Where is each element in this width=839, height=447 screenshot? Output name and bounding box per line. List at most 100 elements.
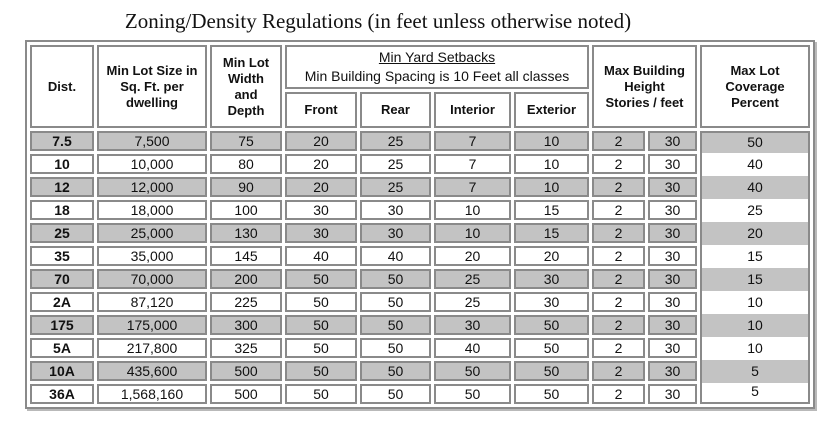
cell-exterior: 10 <box>514 131 589 151</box>
cell-interior: 10 <box>434 223 511 243</box>
cell-feet: 30 <box>648 246 697 266</box>
coverage-band: 5 <box>702 383 808 402</box>
coverage-band: 10 <box>702 314 808 337</box>
cell-exterior: 10 <box>514 177 589 197</box>
cell-feet: 30 <box>648 338 697 358</box>
cell-front: 50 <box>285 361 357 381</box>
cell-lot-size: 217,800 <box>97 338 207 358</box>
cell-exterior: 15 <box>514 200 589 220</box>
cell-dist: 10A <box>30 361 94 381</box>
cell-width-depth: 500 <box>210 361 282 381</box>
cell-stories: 2 <box>592 338 645 358</box>
cell-exterior: 30 <box>514 292 589 312</box>
cell-stories: 2 <box>592 384 645 404</box>
cell-stories: 2 <box>592 246 645 266</box>
cell-interior: 50 <box>434 384 511 404</box>
cell-front: 50 <box>285 315 357 335</box>
table-row: 2A 87,120 225 50 50 25 30 2 30 <box>30 292 810 312</box>
cell-width-depth: 90 <box>210 177 282 197</box>
coverage-column: 50 40 40 25 20 15 15 10 10 10 5 5 <box>700 131 810 404</box>
cell-front: 50 <box>285 384 357 404</box>
cell-feet: 30 <box>648 200 697 220</box>
setbacks-title: Min Yard Setbacks <box>378 49 496 65</box>
cell-width-depth: 100 <box>210 200 282 220</box>
cell-feet: 30 <box>648 223 697 243</box>
cell-dist: 36A <box>30 384 94 404</box>
cell-rear: 25 <box>360 177 431 197</box>
cell-feet: 30 <box>648 292 697 312</box>
header-min-lot-width-depth: Min Lot Width and Depth <box>210 45 282 128</box>
header-max-lot-coverage: Max Lot Coverage Percent <box>700 45 810 128</box>
cell-width-depth: 145 <box>210 246 282 266</box>
header-exterior: Exterior <box>514 92 589 128</box>
cell-interior: 50 <box>434 361 511 381</box>
header-dist-label: Dist. <box>47 78 77 94</box>
table-row: 35 35,000 145 40 40 20 20 2 30 <box>30 246 810 266</box>
cell-rear: 30 <box>360 200 431 220</box>
cell-rear: 50 <box>360 269 431 289</box>
cell-rear: 30 <box>360 223 431 243</box>
cell-interior: 10 <box>434 200 511 220</box>
cell-width-depth: 325 <box>210 338 282 358</box>
page-title: Zoning/Density Regulations (in feet unle… <box>124 9 632 33</box>
cell-feet: 30 <box>648 361 697 381</box>
cell-interior: 25 <box>434 292 511 312</box>
cell-exterior: 30 <box>514 269 589 289</box>
cell-rear: 50 <box>360 315 431 335</box>
table-row: 70 70,000 200 50 50 25 30 2 30 <box>30 269 810 289</box>
cell-width-depth: 130 <box>210 223 282 243</box>
table-row: 10A 435,600 500 50 50 50 50 2 30 <box>30 361 810 381</box>
cell-lot-size: 18,000 <box>97 200 207 220</box>
cell-dist: 10 <box>30 154 94 174</box>
table-row: 5A 217,800 325 50 50 40 50 2 30 <box>30 338 810 358</box>
header-max-lot-coverage-label: Max Lot Coverage Percent <box>725 62 785 110</box>
header-min-yard-setbacks: Min Yard Setbacks Min Building Spacing i… <box>285 45 589 89</box>
cell-dist: 5A <box>30 338 94 358</box>
cell-rear: 50 <box>360 338 431 358</box>
zoning-regulations-table: Dist. Min Lot Size in Sq. Ft. per dwelli… <box>25 40 815 409</box>
cell-feet: 30 <box>648 177 697 197</box>
cell-width-depth: 300 <box>210 315 282 335</box>
cell-rear: 50 <box>360 292 431 312</box>
cell-width-depth: 75 <box>210 131 282 151</box>
cell-width-depth: 80 <box>210 154 282 174</box>
cell-rear: 50 <box>360 384 431 404</box>
table-row: 7.5 7,500 75 20 25 7 10 2 30 50 40 40 25… <box>30 131 810 404</box>
cell-lot-size: 7,500 <box>97 131 207 151</box>
coverage-band: 10 <box>702 337 808 360</box>
cell-stories: 2 <box>592 269 645 289</box>
cell-feet: 30 <box>648 154 697 174</box>
cell-exterior: 50 <box>514 338 589 358</box>
cell-feet: 30 <box>648 131 697 151</box>
table-row: 25 25,000 130 30 30 10 15 2 30 <box>30 223 810 243</box>
cell-feet: 30 <box>648 269 697 289</box>
cell-exterior: 50 <box>514 315 589 335</box>
cell-stories: 2 <box>592 200 645 220</box>
cell-lot-size: 35,000 <box>97 246 207 266</box>
header-front: Front <box>285 92 357 128</box>
header-min-lot-size-label: Min Lot Size in Sq. Ft. per dwelling <box>106 62 198 110</box>
header-min-lot-width-depth-label: Min Lot Width and Depth <box>222 54 270 118</box>
cell-front: 40 <box>285 246 357 266</box>
cell-rear: 25 <box>360 131 431 151</box>
setbacks-note: Min Building Spacing is 10 Feet all clas… <box>304 68 570 84</box>
coverage-band-stack: 50 40 40 25 20 15 15 10 10 10 5 5 <box>702 133 808 402</box>
cell-dist: 7.5 <box>30 131 94 151</box>
cell-dist: 35 <box>30 246 94 266</box>
cell-width-depth: 225 <box>210 292 282 312</box>
cell-stories: 2 <box>592 315 645 335</box>
header-dist: Dist. <box>30 45 94 128</box>
cell-lot-size: 70,000 <box>97 269 207 289</box>
coverage-band: 40 <box>702 153 808 176</box>
cell-front: 20 <box>285 131 357 151</box>
header-row-setback-types: Front Rear Interior Exterior <box>30 92 810 128</box>
cell-exterior: 20 <box>514 246 589 266</box>
cell-exterior: 10 <box>514 154 589 174</box>
table-row: 10 10,000 80 20 25 7 10 2 30 <box>30 154 810 174</box>
coverage-band: 15 <box>702 268 808 291</box>
cell-front: 50 <box>285 338 357 358</box>
cell-front: 50 <box>285 292 357 312</box>
cell-dist: 2A <box>30 292 94 312</box>
coverage-band: 15 <box>702 245 808 268</box>
cell-rear: 25 <box>360 154 431 174</box>
